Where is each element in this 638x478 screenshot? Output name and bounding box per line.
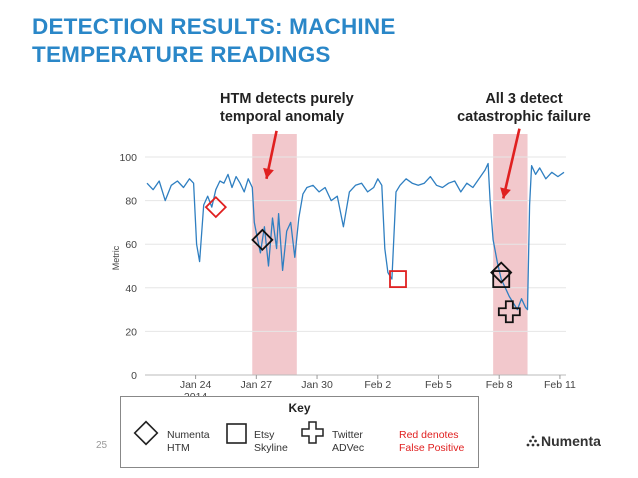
x-tick-label: Feb 11 [544, 379, 576, 391]
legend-skyline-line-1: Etsy [254, 429, 275, 441]
legend-htm-label: Numenta HTM [167, 429, 210, 455]
legend-icons [133, 420, 324, 446]
legend-note-line-1: Red denotes [399, 429, 459, 441]
x-tick-label: Feb 5 [425, 379, 452, 391]
marker-diamond [490, 261, 513, 284]
diamond-icon [133, 420, 159, 446]
anomaly-window-2 [493, 134, 528, 375]
x-tick-label: Jan 27 [241, 379, 273, 391]
legend-advec-line-2: ADVec [332, 442, 365, 454]
annotation-htm-line-1: HTM detects purely [220, 91, 354, 107]
legend-htm-line-1: Numenta [167, 429, 210, 441]
y-axis-title: Metric [111, 245, 121, 270]
legend: Key Numenta HTM Etsy Skyline Twitter ADV… [120, 396, 479, 468]
y-tick-label: 100 [119, 152, 137, 164]
annotation-htm: HTM detects purely temporal anomaly [220, 90, 354, 126]
legend-note-line-2: False Positive [399, 442, 465, 454]
legend-skyline-label: Etsy Skyline [254, 429, 288, 455]
brand-name: Numenta [541, 433, 601, 449]
y-tick-label: 60 [125, 239, 137, 251]
series-line-machine-temperature [146, 162, 565, 311]
marker-square [389, 270, 407, 288]
legend-false-positive-note: Red denotes False Positive [399, 429, 464, 455]
y-tick-label: 80 [125, 196, 137, 208]
legend-htm-line-2: HTM [167, 442, 190, 454]
legend-advec-label: Twitter ADVec [332, 429, 364, 455]
legend-title: Key [288, 401, 311, 415]
legend-advec-line-1: Twitter [332, 429, 363, 441]
cross-icon [301, 421, 324, 444]
x-tick-label: Jan 30 [301, 379, 333, 391]
marker-cross [497, 300, 521, 324]
annotation-htm-line-2: temporal anomaly [220, 109, 345, 125]
square-icon [226, 423, 247, 444]
x-tick-label: Jan 24 [180, 379, 212, 391]
marker-square [492, 270, 511, 288]
annotation-arrowhead-2 [500, 187, 511, 199]
annotation-arrow-2 [501, 128, 521, 199]
annotation-arrowhead-1 [263, 167, 274, 179]
slide-title: DETECTION RESULTS: MACHINE TEMPERATURE R… [32, 13, 592, 69]
page-number: 25 [96, 440, 108, 451]
annotation-all-detect: All 3 detect catastrophic failure [445, 90, 603, 126]
legend-skyline-line-2: Skyline [254, 442, 288, 454]
x-tick-label: Feb 2 [364, 379, 391, 391]
annotation-all-line-1: All 3 detect [485, 91, 563, 107]
numenta-logo-icon [526, 435, 540, 447]
y-tick-label: 0 [131, 370, 137, 382]
anomaly-window-1 [252, 134, 297, 375]
marker-diamond [251, 228, 274, 252]
title-line-2: TEMPERATURE READINGS [32, 42, 331, 67]
y-tick-label: 20 [125, 326, 137, 338]
x-tick-label: Feb 8 [486, 379, 513, 391]
marker-diamond [204, 195, 228, 219]
y-tick-label: 40 [125, 283, 137, 295]
annotation-all-line-2: catastrophic failure [457, 109, 591, 125]
title-line-1: DETECTION RESULTS: MACHINE [32, 14, 396, 39]
